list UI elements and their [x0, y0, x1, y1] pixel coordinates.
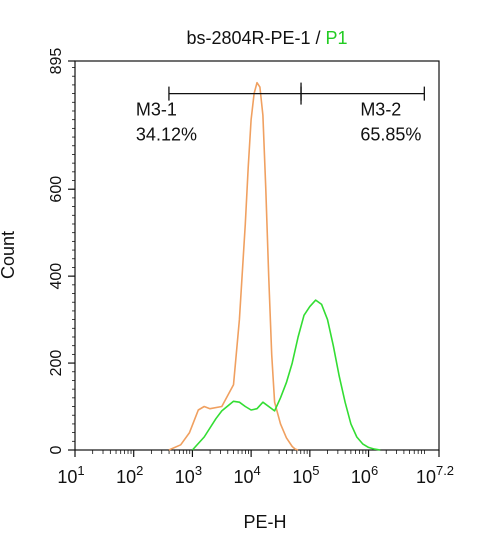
y-axis: 0 200 400 600 895 [48, 48, 75, 454]
histogram-series-1 [168, 81, 299, 451]
x-axis: 101 102 103 104 105 106 107.2 [57, 450, 454, 487]
y-tick-label: 200 [48, 350, 65, 377]
y-tick-label: 895 [48, 48, 65, 75]
y-axis-label: Count [0, 231, 18, 279]
m3-1-label: M3-1 [136, 100, 177, 120]
series-layer [168, 81, 381, 451]
histogram-series-2 [191, 299, 381, 451]
x-tick-label: 104 [233, 463, 260, 487]
x-axis-label: PE-H [243, 512, 286, 532]
plot-frame [74, 60, 440, 451]
m3-2-percent: 65.85% [360, 125, 421, 145]
x-tick-label: 105 [292, 463, 319, 487]
x-tick-label: 103 [175, 463, 202, 487]
y-tick-label: 400 [48, 263, 65, 290]
x-tick-label: 106 [351, 463, 378, 487]
chart-title: bs-2804R-PE-1 / P1 [186, 28, 347, 48]
x-tick-label: 101 [57, 463, 84, 487]
x-tick-label: 107.2 [416, 463, 454, 487]
marker-layer: M3-1 34.12% M3-2 65.85% [136, 82, 425, 145]
m3-2-label: M3-2 [360, 100, 401, 120]
x-tick-label: 102 [116, 463, 143, 487]
y-tick-label: 600 [48, 176, 65, 203]
m3-1-percent: 34.12% [136, 125, 197, 145]
y-tick-label: 0 [48, 445, 65, 454]
